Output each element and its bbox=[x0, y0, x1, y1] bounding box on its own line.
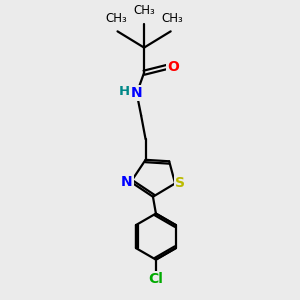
Text: CH₃: CH₃ bbox=[105, 12, 127, 25]
Text: O: O bbox=[167, 60, 179, 74]
Text: CH₃: CH₃ bbox=[133, 4, 155, 17]
Text: CH₃: CH₃ bbox=[161, 12, 183, 25]
Text: Cl: Cl bbox=[148, 272, 163, 286]
Text: N: N bbox=[131, 86, 142, 100]
Text: N: N bbox=[121, 175, 133, 189]
Text: H: H bbox=[119, 85, 130, 98]
Text: S: S bbox=[176, 176, 185, 190]
